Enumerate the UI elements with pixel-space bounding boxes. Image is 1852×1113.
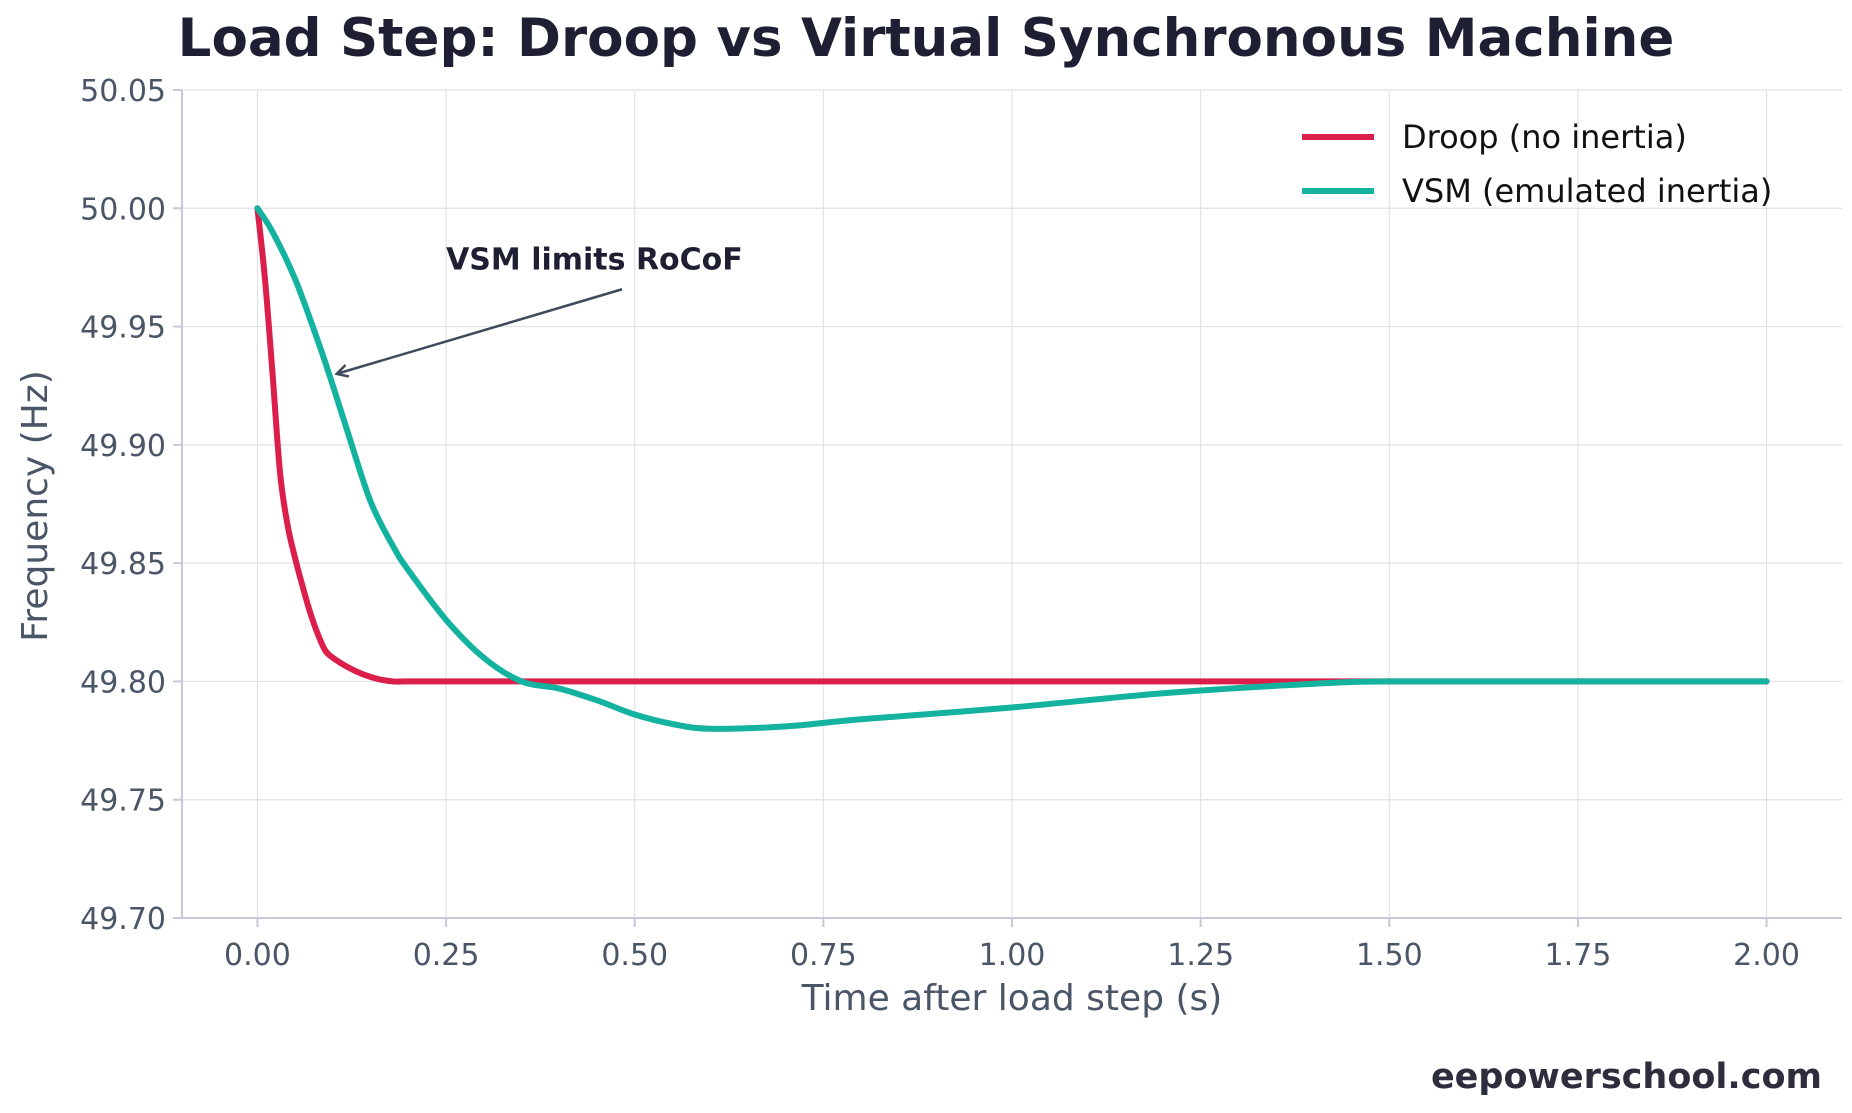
x-tick-label: 1.25	[1167, 938, 1234, 973]
x-tick-label: 2.00	[1733, 938, 1800, 973]
annotation-arrow	[337, 288, 623, 374]
watermark: eepowerschool.com	[1431, 1057, 1822, 1097]
y-tick-label: 50.05	[80, 74, 166, 109]
series-line-1	[254, 205, 1770, 732]
x-tick-label: 1.00	[979, 938, 1046, 973]
grid	[182, 89, 1842, 919]
x-axis-label: Time after load step (s)	[801, 978, 1223, 1019]
x-tick-label: 1.50	[1356, 938, 1423, 973]
annotation-text: VSM limits RoCoF	[446, 242, 743, 277]
legend-label-0: Droop (no inertia)	[1402, 118, 1687, 156]
y-tick-label: 49.95	[80, 311, 166, 346]
y-axis-label: Frequency (Hz)	[15, 370, 56, 641]
y-tick-label: 49.70	[80, 902, 166, 937]
annotation-group: VSM limits RoCoF	[337, 242, 743, 374]
y-tick-label: 50.00	[80, 192, 166, 227]
axes: 0.00 0.25 0.50 0.75 1.00 1.25 1.50 1.75 2.00 49.7…	[80, 74, 1842, 973]
y-tick-label: 49.90	[80, 429, 166, 464]
x-tick-label: 0.75	[790, 938, 857, 973]
y-tick-label: 49.85	[80, 547, 166, 582]
legend-label-1: VSM (emulated inertia)	[1402, 172, 1772, 210]
legend: Droop (no inertia) VSM (emulated inertia)	[1302, 118, 1772, 210]
series-group	[254, 205, 1770, 732]
chart-title: Load Step: Droop vs Virtual Synchronous …	[178, 8, 1675, 69]
x-tick-label: 0.00	[224, 938, 291, 973]
x-tick-label: 0.25	[413, 938, 480, 973]
x-tick-label: 0.50	[601, 938, 668, 973]
x-tick-label: 1.75	[1545, 938, 1612, 973]
series-line-0	[254, 205, 1770, 685]
y-tick-label: 49.75	[80, 784, 166, 819]
y-tick-label: 49.80	[80, 665, 166, 700]
